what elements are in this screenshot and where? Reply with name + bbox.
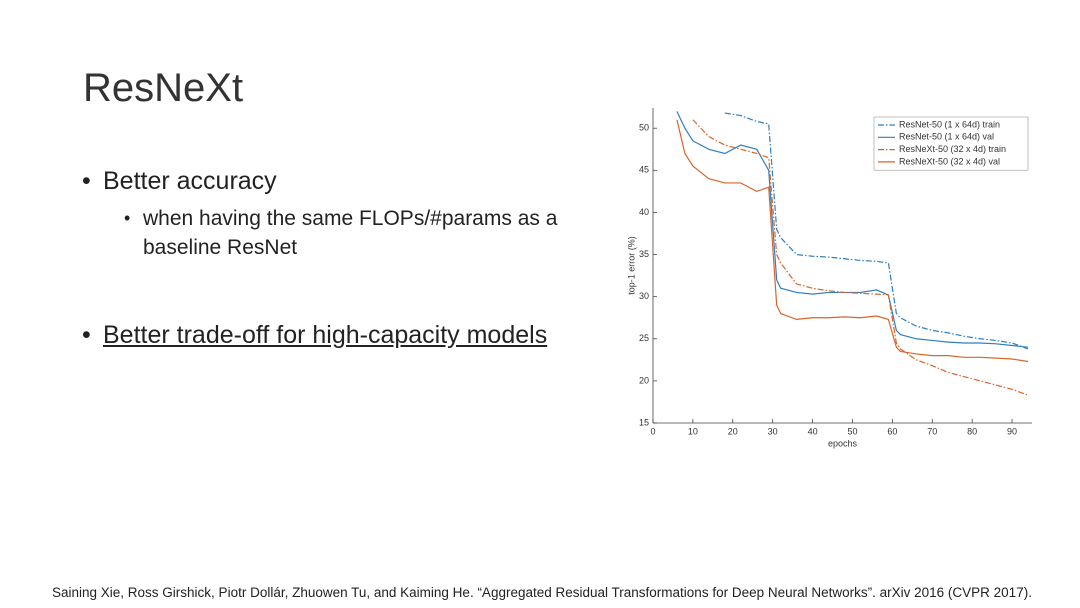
series-line [692,119,1029,396]
x-tick-label: 40 [808,426,818,436]
x-tick-label: 90 [1007,426,1017,436]
x-tick-label: 30 [768,426,778,436]
legend-label: ResNet-50 (1 x 64d) train [899,119,1000,129]
x-axis-label: epochs [828,438,858,448]
legend-label: ResNet-50 (1 x 64d) val [899,132,994,142]
x-tick-label: 50 [847,426,857,436]
legend-label: ResNeXt-50 (32 x 4d) train [899,144,1006,154]
x-tick-label: 60 [887,426,897,436]
series-line [724,112,1029,350]
legend-label: ResNeXt-50 (32 x 4d) val [899,156,1000,166]
legend-box [873,116,1029,171]
x-tick-label: 80 [967,426,977,436]
y-tick-label: 20 [639,375,649,385]
y-tick-label: 15 [639,417,649,427]
y-tick-label: 30 [639,291,649,301]
y-tick-label: 50 [639,123,649,133]
x-tick-label: 10 [688,426,698,436]
y-tick-label: 45 [639,165,649,175]
y-tick-label: 25 [639,333,649,343]
y-tick-label: 35 [639,249,649,259]
bullet: Better accuracy [82,167,277,196]
slide-title: ResNeXt [83,66,244,110]
bullet: Better trade-off for high-capacity model… [82,321,547,350]
footnote: Saining Xie, Ross Girshick, Piotr Dollár… [52,585,1032,600]
x-tick-label: 20 [728,426,738,436]
x-tick-label: 0 [650,426,655,436]
y-tick-label: 40 [639,207,649,217]
y-axis-label: top-1 error (%) [626,236,636,295]
x-tick-label: 70 [927,426,937,436]
series-line [676,119,1029,363]
sub-bullet: when having the same FLOPs/#params as a … [124,204,623,262]
